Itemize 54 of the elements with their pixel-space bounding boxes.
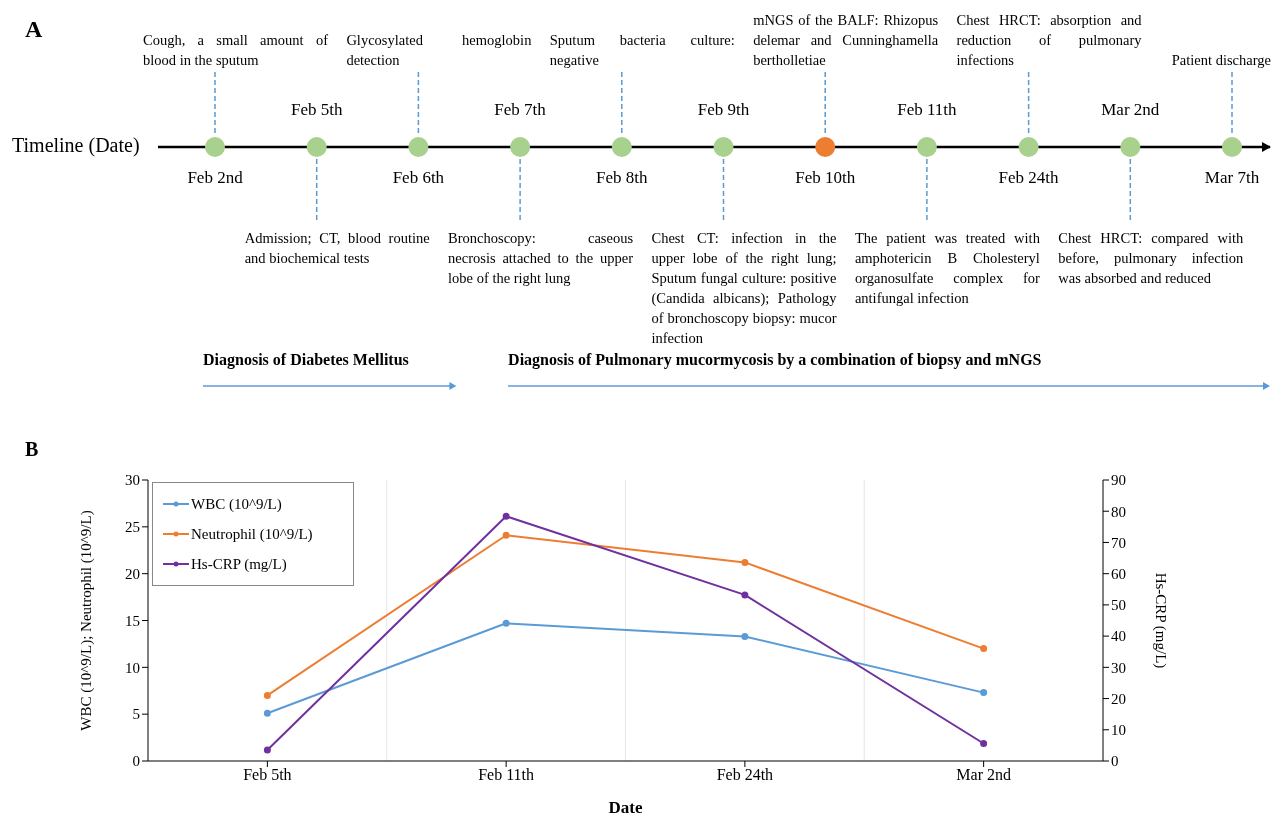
- y-tick-label: 30: [125, 472, 140, 489]
- category-label: Feb 9th: [696, 100, 751, 120]
- x-tick-label: Feb 5th: [243, 766, 292, 784]
- text: Sputum bacteria culture: negative: [549, 31, 735, 70]
- category-label: Feb 7th: [493, 100, 547, 120]
- y-tick-label: 0: [132, 753, 140, 770]
- legend-label: Hs-CRP (mg/L): [191, 555, 287, 573]
- text: mNGS of the BALF: Rhizopus delemar and Cunninghamella bertholletiae: [753, 11, 939, 70]
- chart-title: B: [25, 438, 39, 461]
- text: Chest HRCT: absorption and reduction of pulmonary infections: [956, 11, 1142, 70]
- y-tick-label: 5: [132, 706, 140, 723]
- text: Bronchoscopy: caseous necrosis attached to the upper lobe of the right lung: [448, 229, 634, 288]
- text: Timeline (Date): [12, 134, 140, 157]
- text: Chest CT: infection in the upper lobe of the right lung; Sputum fungal culture: positive (Candida albicans); Pathology of bronchoscopy biopsy: mucor infection: [651, 229, 837, 348]
- y-tick-label: 10: [125, 659, 140, 676]
- legend-label: WBC (10^9/L): [191, 495, 282, 513]
- y2-tick-label: 40: [1111, 628, 1126, 645]
- x-axis-title: Date: [608, 798, 643, 817]
- x-tick-label: Mar 2nd: [956, 766, 1011, 784]
- category-label: Feb 10th: [794, 168, 857, 188]
- y2-tick-label: 20: [1111, 690, 1126, 707]
- y2-tick-label: 80: [1111, 503, 1126, 520]
- y-tick-label: 25: [125, 519, 140, 536]
- y2-tick-label: 0: [1111, 753, 1119, 770]
- text: Cough, a small amount of blood in the sputum: [143, 31, 328, 70]
- y2-tick-label: 90: [1111, 472, 1126, 489]
- y2-tick-label: 30: [1111, 659, 1126, 676]
- y2-tick-label: 50: [1111, 597, 1126, 614]
- legend-label: Neutrophil (10^9/L): [191, 525, 313, 543]
- y2-axis-title: Hs-CRP (mg/L): [1151, 572, 1169, 669]
- text: Glycosylated hemoglobin detection: [346, 31, 532, 70]
- x-tick-label: Feb 11th: [478, 766, 535, 784]
- text: Patient discharge: [1171, 51, 1271, 70]
- category-label: Feb 8th: [595, 168, 649, 188]
- y2-tick-label: 10: [1111, 722, 1126, 739]
- category-label: Feb 5th: [289, 100, 344, 120]
- text: The patient was treated with amphotericin B Cholesteryl organosulfate complex for antifungal infection: [854, 229, 1040, 308]
- y-tick-label: 15: [125, 612, 140, 629]
- category-label: Feb 6th: [391, 168, 446, 188]
- y-axis-title: WBC (10^9/L); Neutrophil (10^9/L): [78, 510, 96, 731]
- text: Chest HRCT: compared with before, pulmonary infection was absorbed and reduced: [1058, 229, 1244, 288]
- text: Diagnosis of Pulmonary mucormycosis by a combination of biopsy and mNGS: [508, 351, 1042, 369]
- y2-tick-label: 60: [1111, 565, 1126, 582]
- x-tick-label: Feb 24th: [716, 766, 774, 784]
- text: A: [25, 16, 43, 43]
- text: Diagnosis of Diabetes Mellitus: [203, 351, 409, 369]
- y2-tick-label: 70: [1111, 534, 1126, 551]
- category-label: Mar 2nd: [1100, 100, 1161, 120]
- category-label: Feb 2nd: [186, 168, 244, 188]
- text: Admission; CT, blood routine and biochemical tests: [244, 229, 430, 268]
- y-tick-label: 20: [125, 565, 140, 582]
- category-label: Mar 7th: [1203, 168, 1261, 188]
- category-label: Feb 11th: [896, 100, 958, 120]
- category-label: Feb 24th: [997, 168, 1060, 188]
